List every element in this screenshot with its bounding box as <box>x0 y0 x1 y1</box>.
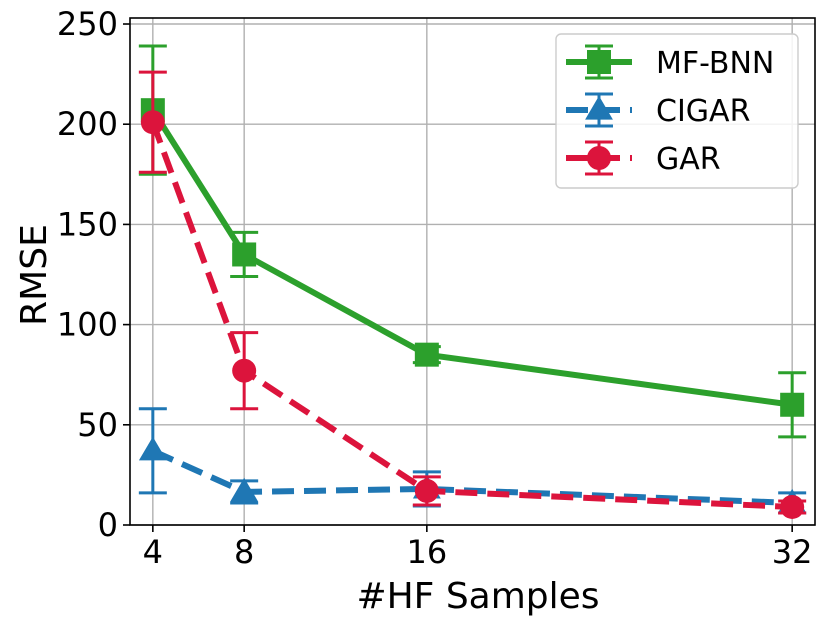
y-tick-label: 150 <box>57 205 118 243</box>
legend-marker-gar <box>587 146 611 170</box>
y-tick-label: 200 <box>57 105 118 143</box>
axis-ticks: 4 8 16 32 0 50 100 150 200 250 <box>57 5 813 571</box>
series-layer <box>138 44 807 519</box>
y-tick-label: 250 <box>57 5 118 43</box>
y-axis-label: RMSE <box>14 224 55 326</box>
plot-frame <box>129 17 816 526</box>
x-tick-label: 16 <box>406 533 447 571</box>
plot-border <box>129 17 816 526</box>
mf-bnn-point <box>232 242 257 267</box>
cigar-point <box>230 477 259 502</box>
y-tick-label: 50 <box>77 406 118 444</box>
gar-line <box>150 121 793 510</box>
legend-entry-cigar: CIGAR <box>566 92 750 129</box>
legend-marker-cigar <box>585 95 613 120</box>
mf-bnn-line <box>150 108 793 408</box>
x-tick-label: 4 <box>143 533 163 571</box>
series-mf-bnn <box>138 44 807 439</box>
legend-label-gar: GAR <box>656 142 721 177</box>
legend-entry-gar: GAR <box>566 140 721 177</box>
y-tick-label: 0 <box>98 506 118 544</box>
legend-box <box>555 33 799 189</box>
cigar-line <box>151 448 793 506</box>
x-axis-label: #HF Samples <box>356 576 599 617</box>
gar-point <box>232 358 257 383</box>
legend-label-cigar: CIGAR <box>656 94 750 129</box>
gar-point <box>414 478 439 503</box>
series-gar <box>138 70 807 519</box>
y-tick-label: 100 <box>57 306 118 344</box>
x-tick-label: 32 <box>772 533 813 571</box>
x-tick-label: 8 <box>234 533 254 571</box>
gar-point <box>140 110 165 135</box>
legend-entry-mf-bnn: MF-BNN <box>566 44 774 81</box>
legend: MF-BNN CIGAR GAR <box>555 33 799 189</box>
gar-point <box>780 494 805 519</box>
mf-bnn-point <box>414 342 439 367</box>
legend-label-mf-bnn: MF-BNN <box>656 46 774 81</box>
mf-bnn-point <box>780 392 805 417</box>
cigar-point <box>138 436 167 461</box>
legend-marker-mf-bnn <box>587 50 611 74</box>
